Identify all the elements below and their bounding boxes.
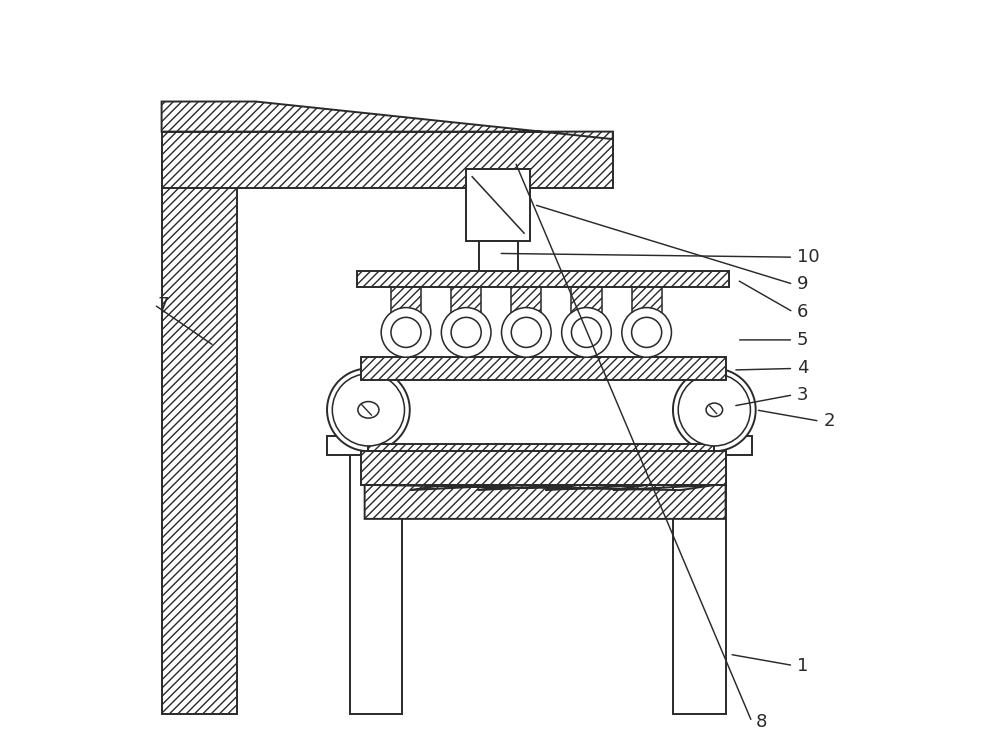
- Text: 1: 1: [797, 656, 808, 675]
- Bar: [350, 451, 402, 714]
- Circle shape: [332, 374, 404, 446]
- Circle shape: [451, 317, 481, 347]
- Bar: [511, 286, 541, 332]
- Text: 3: 3: [797, 386, 809, 404]
- Circle shape: [511, 317, 541, 347]
- Circle shape: [441, 308, 491, 357]
- Polygon shape: [368, 368, 714, 376]
- Text: 2: 2: [823, 412, 835, 430]
- Circle shape: [327, 368, 410, 451]
- Bar: [632, 286, 662, 332]
- Bar: [361, 357, 726, 380]
- Circle shape: [562, 308, 611, 357]
- Text: 9: 9: [797, 275, 809, 293]
- Bar: [237, 143, 353, 714]
- Circle shape: [632, 317, 662, 347]
- Circle shape: [673, 368, 756, 451]
- Circle shape: [571, 317, 602, 347]
- Bar: [571, 286, 602, 332]
- Text: 4: 4: [797, 359, 809, 378]
- Circle shape: [381, 308, 431, 357]
- Circle shape: [678, 374, 750, 446]
- Bar: [357, 271, 729, 287]
- Bar: [162, 132, 613, 188]
- Polygon shape: [365, 485, 726, 519]
- Bar: [162, 143, 237, 714]
- Circle shape: [391, 317, 421, 347]
- Text: 8: 8: [756, 713, 767, 731]
- Bar: [673, 451, 726, 714]
- Ellipse shape: [358, 402, 379, 418]
- Bar: [451, 286, 481, 332]
- Ellipse shape: [706, 403, 723, 417]
- Bar: [327, 436, 752, 455]
- Circle shape: [502, 308, 551, 357]
- Circle shape: [622, 308, 671, 357]
- Polygon shape: [368, 444, 714, 451]
- Text: 6: 6: [797, 303, 808, 321]
- Bar: [368, 368, 714, 451]
- Text: 10: 10: [797, 248, 820, 266]
- Bar: [466, 169, 530, 241]
- Polygon shape: [162, 102, 613, 139]
- Bar: [391, 286, 421, 332]
- Text: 5: 5: [797, 331, 809, 349]
- Text: 7: 7: [158, 296, 169, 314]
- Bar: [479, 241, 518, 271]
- Bar: [361, 451, 726, 485]
